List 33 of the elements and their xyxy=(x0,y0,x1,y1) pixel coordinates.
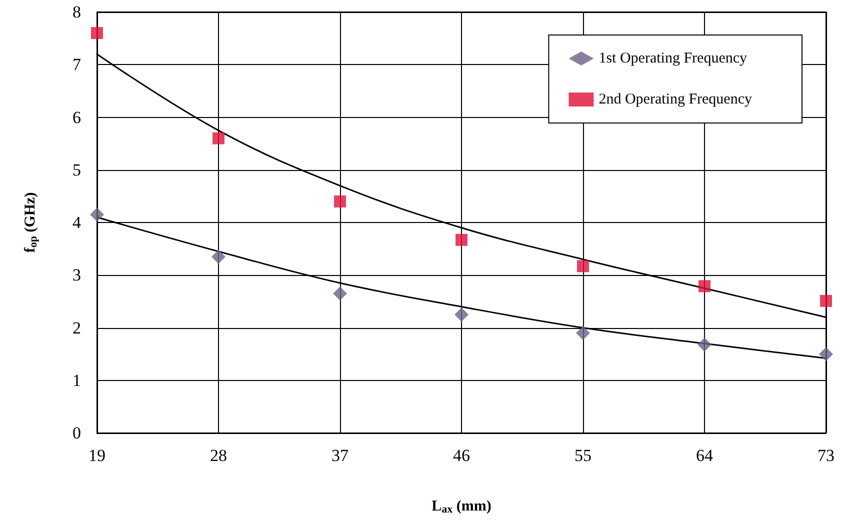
point xyxy=(212,250,226,264)
point xyxy=(90,208,104,222)
y-tick-label: 4 xyxy=(72,213,82,232)
x-tick-label: 73 xyxy=(818,446,834,465)
point xyxy=(819,347,833,362)
y-tick-label: 2 xyxy=(72,318,81,338)
legend-label: 1st Operating Frequency xyxy=(598,50,748,66)
y-tick-label: 7 xyxy=(72,55,82,74)
x-tick-label: 46 xyxy=(453,446,470,465)
x-tick-label: 28 xyxy=(210,446,227,465)
y-tick-label: 8 xyxy=(72,2,81,22)
point xyxy=(577,260,589,272)
x-tick-label: 55 xyxy=(574,446,592,465)
point xyxy=(698,338,712,352)
y-tick-label: 5 xyxy=(72,160,81,180)
point xyxy=(576,326,590,340)
x-tick-label: 19 xyxy=(88,446,106,465)
x-tick-label: 37 xyxy=(332,446,349,465)
y-tick-label: 1 xyxy=(72,370,81,390)
y-axis-title: fop (GHz) xyxy=(22,192,40,253)
point xyxy=(820,294,832,307)
point xyxy=(334,195,346,208)
y-tick-label: 3 xyxy=(72,266,81,285)
point xyxy=(91,27,103,40)
point xyxy=(333,286,347,301)
point xyxy=(454,308,468,322)
point xyxy=(698,280,710,292)
point xyxy=(456,234,468,246)
point xyxy=(212,132,224,144)
y-tick-label: 6 xyxy=(72,108,81,127)
legend-label: 2nd Operating Frequency xyxy=(598,92,752,108)
x-tick-label: 64 xyxy=(696,446,714,465)
y-tick-label: 0 xyxy=(72,424,81,442)
